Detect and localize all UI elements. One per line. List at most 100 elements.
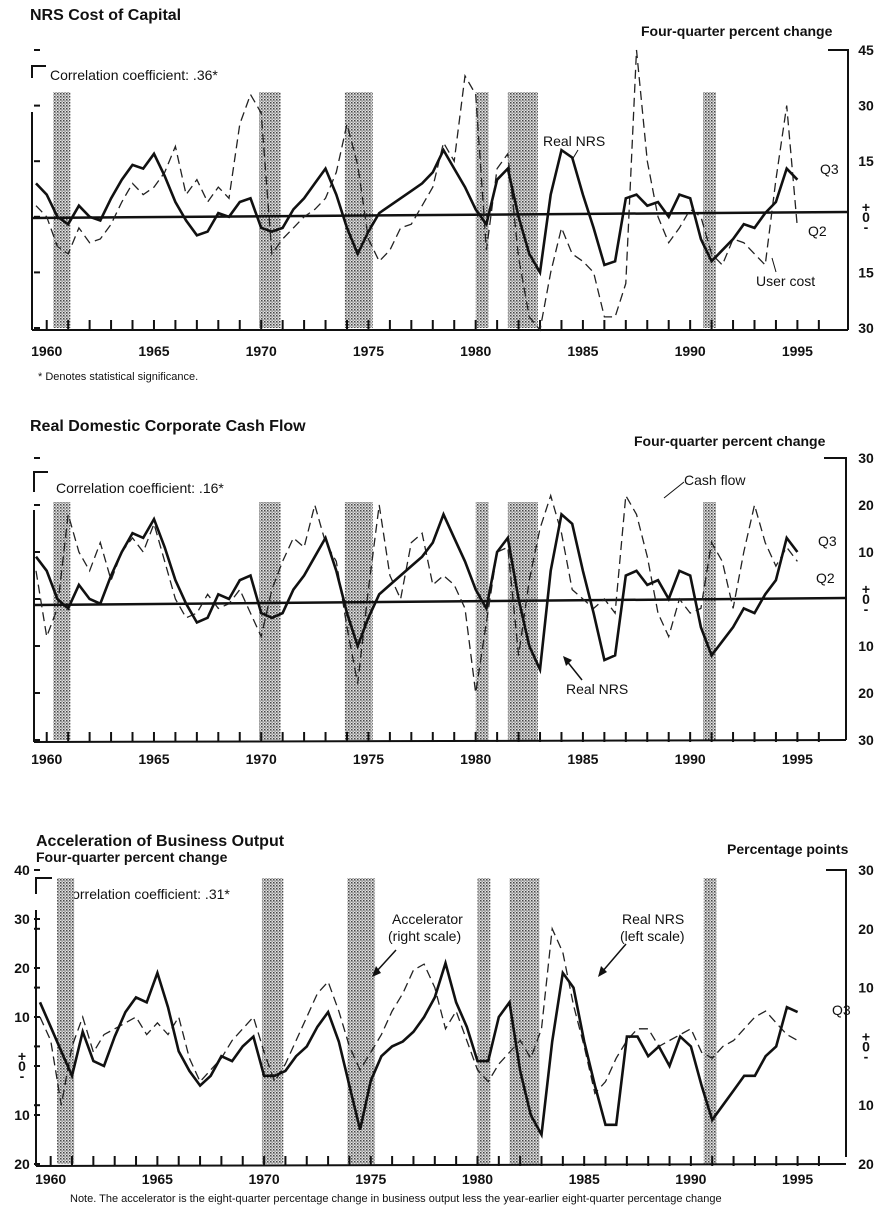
chart-1-label-user-cost: User cost	[756, 273, 815, 289]
chart-2-frame-right	[824, 457, 847, 740]
recession-band	[509, 878, 540, 1164]
y-tick-label: 30	[858, 450, 874, 466]
chart-1-title: NRS Cost of Capital	[30, 7, 181, 24]
chart-3-x-axis	[35, 1163, 847, 1167]
y-tick-label: -	[20, 1068, 25, 1084]
x-tick-label: 1985	[569, 1171, 600, 1187]
y-tick-label: 45	[858, 42, 874, 58]
chart-2-series-cash-flow-line	[35, 493, 798, 694]
y-tick-label: 0	[18, 1058, 26, 1074]
chart-1-zero-line	[31, 210, 849, 220]
y-tick-label: 10	[14, 1009, 30, 1025]
chart-3-correlation: Correlation coefficient: .31*	[62, 886, 230, 902]
recession-band	[57, 878, 75, 1164]
chart-2-label-real-nrs-arrowhead	[563, 656, 572, 666]
recession-band	[475, 502, 489, 740]
y-tick-label: 15	[858, 153, 874, 169]
y-tick-label: 10	[858, 544, 874, 560]
chart-1-label-real-nrs: Real NRS	[543, 133, 605, 149]
chart-2-y-ticks: 30 20 10 +0- 10 20 30	[34, 450, 874, 748]
recession-band	[703, 92, 716, 328]
x-tick-label: 1995	[782, 343, 813, 359]
chart-1-x-ticks: 1960 1965 1970 1975 1980 1985 1990 1995	[31, 320, 820, 359]
x-tick-label: 1975	[353, 751, 384, 767]
y-tick-label: 20	[858, 497, 874, 513]
y-tick-label: -	[864, 601, 869, 617]
y-tick-label: 10	[14, 1107, 30, 1123]
chart-3-series-real-nrs-line	[38, 958, 799, 1139]
recession-band	[703, 878, 717, 1164]
chart-real-domestic-corporate-cash-flow: Real Domestic Corporate Cash Flow Four-q…	[30, 418, 874, 767]
chart-2-title: Real Domestic Corporate Cash Flow	[30, 418, 306, 435]
chart-2-x-ticks: 1960 1965 1970 1975 1980 1985 1990 1995	[31, 732, 820, 767]
y-tick-label: 15	[858, 264, 874, 280]
y-tick-label: +	[862, 199, 870, 215]
chart-2-series-real-nrs-line	[34, 511, 799, 675]
chart-1-footnote: * Denotes statistical significance.	[38, 371, 198, 383]
x-tick-label: 1975	[355, 1171, 386, 1187]
chart-3-label-real-nrs-pointer	[601, 943, 627, 973]
chart-2-zero-line	[33, 596, 847, 607]
y-tick-label: 0	[862, 209, 870, 225]
chart-3-left-axis-label: Four-quarter percent change	[36, 849, 228, 865]
chart-1-label-real-nrs-pointer	[571, 149, 579, 161]
chart-3-left-y-ticks: 40 30 20 10 +0- 10 20	[14, 862, 40, 1172]
chart-3-label-real-nrs-scale: (left scale)	[620, 928, 685, 944]
chart-3-frame-right	[826, 869, 847, 1157]
recession-band	[703, 502, 716, 740]
chart-1-right-axis-label: Four-quarter percent change	[641, 23, 833, 39]
y-tick-label: 20	[858, 1156, 874, 1172]
chart-3-label-real-nrs: Real NRS	[622, 911, 684, 927]
recession-band	[344, 92, 373, 328]
chart-3-label-accelerator-scale: (right scale)	[388, 928, 461, 944]
x-tick-label: 1990	[675, 751, 706, 767]
chart-1-label-user-cost-pointer	[771, 257, 777, 273]
chart-2-label-cash-flow: Cash flow	[684, 472, 746, 488]
y-tick-label: +	[862, 581, 870, 597]
chart-acceleration-of-business-output: Acceleration of Business Output Four-qua…	[14, 833, 874, 1205]
chart-2-correlation: Correlation coefficient: .16*	[56, 480, 224, 496]
chart-2-x-axis	[33, 739, 847, 743]
chart-3-label-accelerator-arrowhead	[372, 966, 381, 977]
chart-2-label-cash-flow-pointer	[663, 481, 685, 499]
chart-1-label-q3: Q3	[820, 161, 839, 177]
chart-3-label-real-nrs-arrowhead	[598, 966, 607, 977]
y-tick-label: 20	[14, 960, 30, 976]
y-tick-label: +	[18, 1048, 26, 1064]
y-tick-label: 30	[14, 911, 30, 927]
y-tick-label: 30	[858, 320, 874, 336]
y-tick-label: 30	[858, 732, 874, 748]
chart-3-label-q3: Q3	[832, 1002, 851, 1018]
x-tick-label: 1995	[782, 1171, 813, 1187]
y-tick-label: 40	[14, 862, 30, 878]
y-tick-label: 10	[858, 1097, 874, 1113]
x-tick-label: 1985	[567, 751, 598, 767]
chart-2-label-real-nrs: Real NRS	[566, 681, 628, 697]
chart-1-frame-right	[828, 49, 849, 330]
x-tick-label: 1995	[782, 751, 813, 767]
chart-3-title: Acceleration of Business Output	[36, 833, 285, 850]
chart-3-label-accelerator-pointer	[375, 949, 397, 973]
chart-3-right-axis-label: Percentage points	[727, 841, 849, 857]
x-tick-label: 1980	[460, 751, 491, 767]
recession-band	[347, 878, 376, 1164]
chart-3-x-ticks: 1960 1965 1970 1975 1980 1985 1990 1995	[35, 1156, 820, 1187]
x-tick-label: 1965	[138, 751, 169, 767]
chart-2-label-q2: Q2	[816, 570, 835, 586]
chart-1-correlation: Correlation coefficient: .36*	[50, 67, 218, 83]
x-tick-label: 1980	[462, 1171, 493, 1187]
recession-band	[261, 878, 284, 1164]
chart-3-note: Note. The accelerator is the eight-quart…	[70, 1193, 722, 1205]
y-tick-label: -	[864, 1048, 869, 1064]
x-tick-label: 1965	[142, 1171, 173, 1187]
chart-3-series-accelerator-line	[39, 926, 798, 1106]
y-tick-label: 20	[858, 685, 874, 701]
chart-3-frame-left	[35, 877, 52, 894]
recession-band	[477, 878, 491, 1164]
chart-2-label-q3: Q3	[818, 533, 837, 549]
x-tick-label: 1990	[675, 343, 706, 359]
y-tick-label: 20	[858, 921, 874, 937]
y-tick-label: 0	[862, 591, 870, 607]
x-tick-label: 1975	[353, 343, 384, 359]
